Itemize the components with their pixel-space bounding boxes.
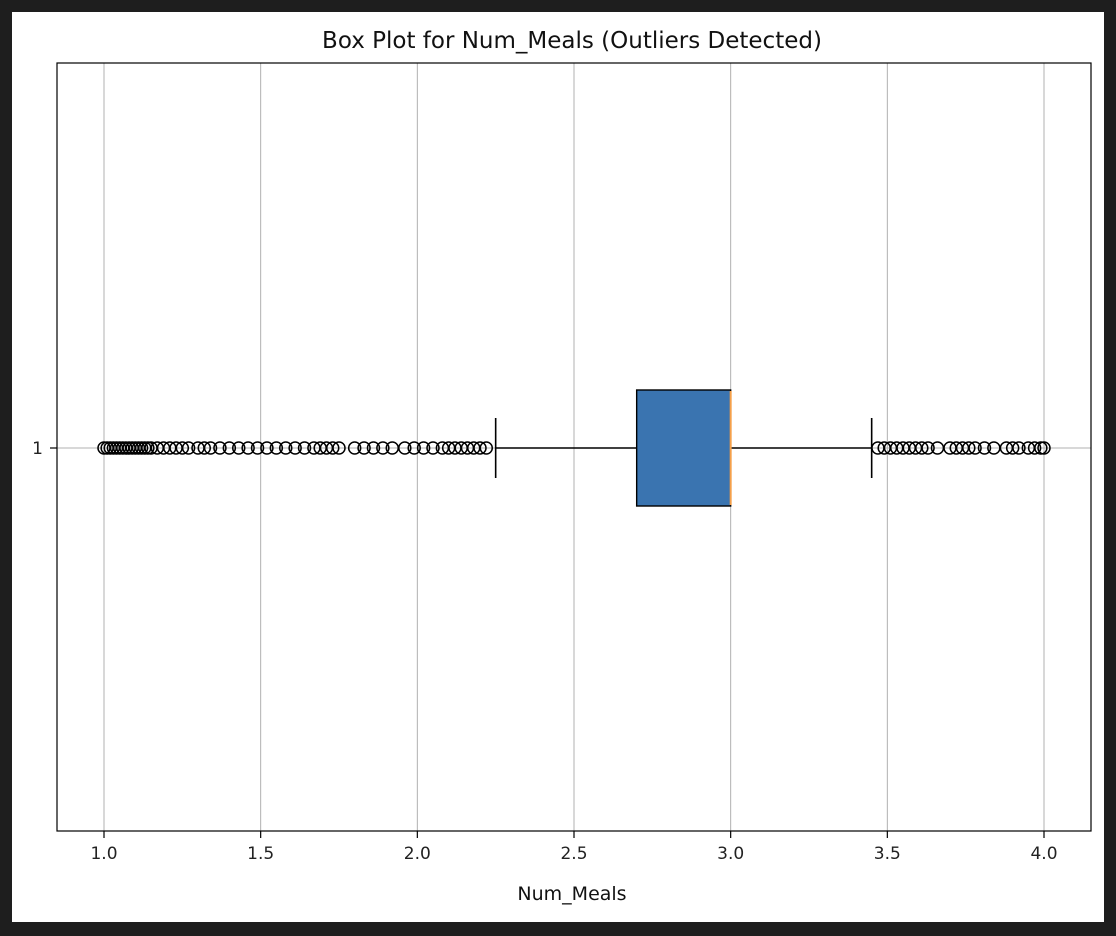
outlier-point [288, 441, 302, 455]
x-tick-label: 3.0 [717, 844, 744, 864]
outlier-point [915, 441, 929, 455]
outlier-point [921, 441, 935, 455]
outlier-point [213, 441, 227, 455]
outlier-point [407, 441, 421, 455]
outlier-point [269, 441, 284, 455]
outlier-point [1005, 441, 1020, 455]
outlier-point [134, 441, 149, 455]
plot-area [97, 389, 1051, 507]
outlier-point [1027, 441, 1042, 455]
x-tick-label: 2.5 [560, 844, 587, 864]
outlier-point [141, 441, 155, 455]
outlier-point [416, 441, 431, 455]
x-tick-label: 1.5 [247, 844, 274, 864]
outlier-point [175, 441, 190, 455]
outlier-point [962, 441, 976, 455]
outlier-point [332, 441, 346, 455]
outlier-point [1037, 441, 1051, 455]
outlier-point [1034, 441, 1048, 455]
grid-lines [57, 63, 1091, 831]
outlier-point [241, 441, 255, 455]
outlier-point [231, 441, 246, 455]
outlier-point [426, 441, 440, 455]
x-tick-label: 1.0 [90, 844, 117, 864]
outlier-point [181, 441, 196, 455]
chart-title: Box Plot for Num_Meals (Outliers Detecte… [322, 28, 822, 54]
outlier-point [1012, 441, 1026, 455]
outlier-point [222, 441, 237, 455]
outlier-point [347, 441, 362, 455]
outlier-point [376, 441, 390, 455]
outlier-point [968, 441, 982, 455]
outlier-point [297, 441, 312, 455]
outlier-point [398, 441, 412, 455]
axis-ticks: 1.0 1.5 2.0 2.5 3.0 3.5 4.0 1 [32, 439, 1057, 864]
y-tick-label: 1 [32, 439, 43, 459]
box-iqr [635, 389, 732, 507]
outlier-point [197, 441, 212, 455]
x-tick-label: 3.5 [874, 844, 901, 864]
outlier-point [357, 441, 371, 455]
box-plot-chart: Box Plot for Num_Meals (Outliers Detecte… [32, 28, 1092, 905]
chart-figure: Box Plot for Num_Meals (Outliers Detecte… [12, 12, 1104, 922]
outlier-point [325, 441, 340, 455]
outlier-point [260, 441, 274, 455]
x-tick-label: 2.0 [404, 844, 431, 864]
outlier-point [278, 441, 293, 455]
outlier-point [479, 441, 494, 455]
x-axis-label: Num_Meals [517, 883, 626, 905]
x-tick-label: 4.0 [1030, 844, 1057, 864]
outlier-point [473, 441, 487, 455]
outlier-point [203, 441, 218, 455]
outlier-point [977, 441, 992, 455]
outlier-point [250, 441, 265, 455]
outlier-point [366, 441, 381, 455]
